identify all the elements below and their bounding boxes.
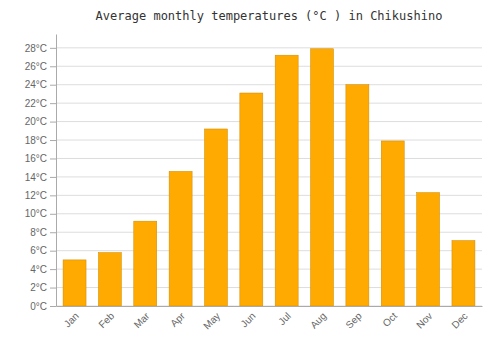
grid-line (56, 176, 482, 177)
y-tick-mark (50, 48, 56, 49)
bar (275, 55, 298, 306)
x-axis: Jan Feb Mar Apr May Jun Jul Aug Sep Oct Nov Dec (57, 306, 483, 331)
y-tick-label: 26°C (25, 61, 47, 72)
grid-line (56, 66, 482, 67)
y-tick: 8°C (30, 227, 56, 238)
y-tick: 2°C (30, 282, 56, 293)
x-tick-label: May (201, 310, 222, 331)
y-tick-mark (50, 306, 56, 307)
y-tick: 0°C (30, 301, 56, 312)
x-tick-label: Feb (96, 310, 116, 330)
y-tick-mark (50, 103, 56, 104)
bar (346, 85, 369, 306)
x-tick: Jun (239, 306, 258, 329)
y-tick-mark (50, 158, 56, 159)
y-tick: 12°C (25, 190, 56, 201)
x-tick-label: Oct (380, 310, 399, 329)
bar (417, 193, 440, 306)
x-tick: Dec (449, 306, 469, 331)
bar (452, 241, 475, 306)
grid-line (56, 140, 482, 141)
x-tick: Oct (380, 306, 399, 329)
x-tick: Aug (308, 306, 328, 331)
y-tick-mark (50, 251, 56, 252)
y-tick-mark (50, 269, 56, 270)
y-tick: 18°C (25, 135, 56, 146)
plot-area: 0°C 2°C 4°C 6°C 8°C 10°C 12°C 14°C 16°C 18°C 20°C 2… (25, 35, 483, 332)
bars (63, 49, 475, 306)
bar (63, 260, 86, 306)
y-tick-label: 8°C (30, 227, 47, 238)
grid-line (56, 84, 482, 85)
grid-line (56, 103, 482, 104)
chart-svg: 0°C 2°C 4°C 6°C 8°C 10°C 12°C 14°C 16°C 18°C 20°C 2… (0, 0, 500, 350)
x-tick: Mar (132, 306, 152, 330)
y-tick-label: 20°C (25, 116, 47, 127)
y-tick-mark (50, 195, 56, 196)
x-tick-label: Dec (449, 310, 469, 330)
y-tick: 6°C (30, 245, 56, 256)
bar (98, 253, 121, 306)
x-tick: Jul (276, 306, 293, 327)
y-tick-label: 6°C (30, 245, 47, 256)
y-axis: 0°C 2°C 4°C 6°C 8°C 10°C 12°C 14°C 16°C 18°C 20°C 2… (25, 35, 57, 312)
x-tick-label: Apr (168, 310, 187, 329)
y-tick: 20°C (25, 116, 56, 127)
y-tick-mark (50, 66, 56, 67)
y-tick-label: 4°C (30, 264, 47, 275)
x-axis-line (57, 306, 483, 307)
y-tick-mark (50, 122, 56, 123)
y-tick-label: 22°C (25, 98, 47, 109)
x-tick: Jan (62, 306, 81, 329)
x-tick: Sep (343, 306, 364, 331)
x-tick: Apr (168, 306, 187, 329)
x-tick: Nov (414, 306, 434, 331)
y-tick-mark (50, 85, 56, 86)
y-tick: 4°C (30, 264, 56, 275)
x-tick-label: Mar (132, 310, 152, 330)
y-tick-mark (50, 140, 56, 141)
x-tick: Feb (96, 306, 116, 330)
bar (169, 171, 192, 306)
y-tick: 28°C (25, 43, 56, 54)
x-tick-label: Sep (343, 310, 364, 331)
y-tick: 26°C (25, 61, 56, 72)
x-tick-label: Jan (62, 310, 81, 329)
x-tick-label: Jun (239, 310, 258, 329)
title: Average monthly temperatures (°C ) in Ch… (96, 9, 443, 23)
grid-line (56, 158, 482, 159)
x-tick-label: Jul (276, 310, 293, 327)
grid-line (56, 47, 482, 48)
y-axis-line (56, 35, 57, 307)
bar (381, 141, 404, 306)
y-tick: 10°C (25, 208, 56, 219)
y-tick-label: 10°C (25, 208, 47, 219)
y-tick: 24°C (25, 79, 56, 90)
y-tick: 14°C (25, 172, 56, 183)
x-tick-label: Nov (414, 310, 434, 330)
y-tick-label: 16°C (25, 153, 47, 164)
y-tick-label: 18°C (25, 135, 47, 146)
y-tick-label: 2°C (30, 282, 47, 293)
y-tick-mark (50, 214, 56, 215)
bar (311, 49, 334, 306)
y-tick: 22°C (25, 98, 56, 109)
y-tick-label: 24°C (25, 79, 47, 90)
y-tick-mark (50, 177, 56, 178)
y-tick-label: 0°C (30, 301, 47, 312)
y-tick: 16°C (25, 153, 56, 164)
grid (56, 48, 482, 306)
y-tick-mark (50, 288, 56, 289)
y-tick-label: 12°C (25, 190, 47, 201)
bar (204, 129, 227, 306)
grid-line (56, 121, 482, 122)
bar (134, 221, 157, 306)
x-tick-label: Aug (308, 310, 328, 330)
x-tick: May (201, 306, 222, 331)
y-tick-label: 14°C (25, 172, 47, 183)
y-tick-mark (50, 232, 56, 233)
y-tick-label: 28°C (25, 43, 47, 54)
bar (240, 93, 263, 306)
